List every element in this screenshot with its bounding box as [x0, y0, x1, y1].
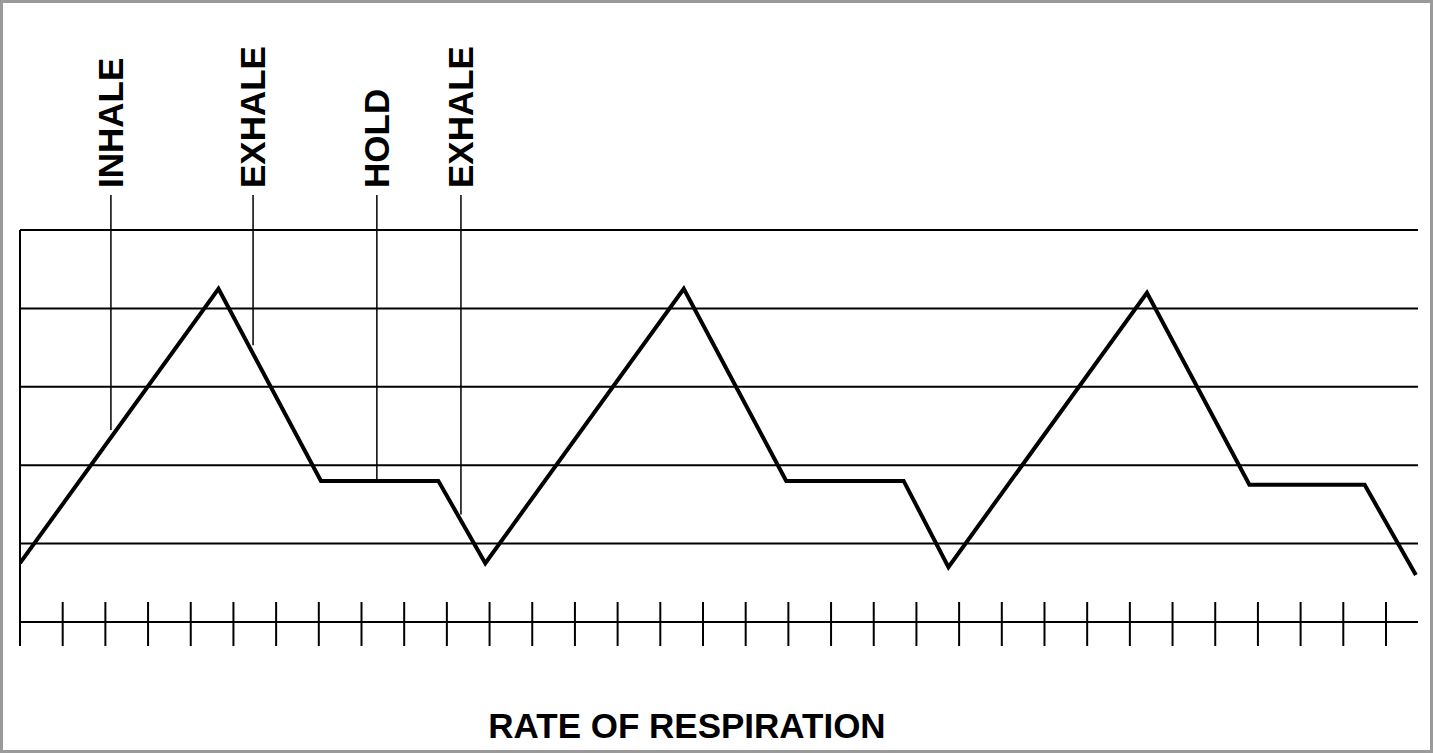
- x-tick: [360, 602, 362, 646]
- annotation-leader: [110, 195, 112, 430]
- x-tick: [1001, 602, 1003, 646]
- x-tick: [62, 602, 64, 646]
- grid-line: [20, 621, 1418, 623]
- y-axis-line: [19, 230, 21, 646]
- annotation-label: EXHALE: [441, 46, 480, 188]
- x-tick: [1043, 602, 1045, 646]
- annotation-leader: [252, 195, 254, 345]
- x-tick: [104, 602, 106, 646]
- x-tick: [531, 602, 533, 646]
- grid-line: [20, 543, 1418, 545]
- x-tick: [787, 602, 789, 646]
- x-tick: [659, 602, 661, 646]
- annotation-leader: [376, 195, 378, 481]
- grid-line: [20, 386, 1418, 388]
- x-tick: [702, 602, 704, 646]
- x-tick: [1172, 602, 1174, 646]
- x-tick: [190, 602, 192, 646]
- chart-title: RATE OF RESPIRATION: [488, 706, 885, 745]
- chart: INHALE EXHALE HOLD EXHALE RATE OF RESPIRATIO…: [0, 0, 1433, 753]
- x-tick: [830, 602, 832, 646]
- x-tick: [318, 602, 320, 646]
- x-tick: [1342, 602, 1344, 646]
- x-tick: [1385, 602, 1387, 646]
- x-tick: [1300, 602, 1302, 646]
- x-tick: [1214, 602, 1216, 646]
- border: [2, 2, 1432, 752]
- x-tick: [958, 602, 960, 646]
- x-tick: [915, 602, 917, 646]
- grid-line: [20, 464, 1418, 466]
- x-tick: [873, 602, 875, 646]
- x-tick: [745, 602, 747, 646]
- x-tick: [403, 602, 405, 646]
- plot-area: [20, 289, 1416, 575]
- x-tick: [1257, 602, 1259, 646]
- stage: {"chart_data": {"type": "line", "title":…: [0, 0, 1433, 753]
- annotation-label: INHALE: [91, 58, 130, 188]
- x-tick: [489, 602, 491, 646]
- x-tick: [1129, 602, 1131, 646]
- x-tick: [19, 602, 21, 646]
- x-tick: [232, 602, 234, 646]
- x-tick: [617, 602, 619, 646]
- x-tick: [1086, 602, 1088, 646]
- x-tick: [446, 602, 448, 646]
- x-tick: [147, 602, 149, 646]
- grid-line: [20, 229, 1418, 231]
- annotation-label: HOLD: [357, 89, 396, 188]
- x-tick: [275, 602, 277, 646]
- annotation-label: EXHALE: [233, 46, 272, 188]
- x-tick: [574, 602, 576, 646]
- annotation-leader: [460, 195, 462, 515]
- respiration-line: [20, 289, 1416, 575]
